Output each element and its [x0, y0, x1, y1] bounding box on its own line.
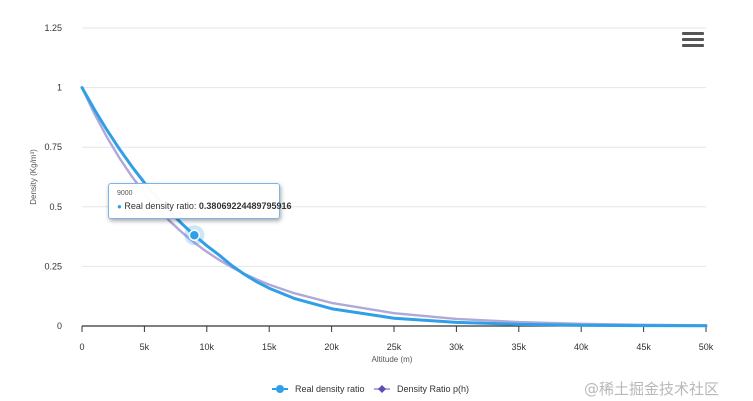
watermark: @稀土掘金技术社区	[584, 380, 720, 398]
x-tick-labels: 0 5k 10k 15k 20k 25k 30k 35k 40k 45k 50k	[79, 326, 714, 352]
y-tick-label: 0.75	[44, 142, 62, 152]
legend-label: Real density ratio	[295, 384, 365, 394]
series-line-real-density-ratio	[80, 86, 708, 328]
y-axis-title: Density (Kg/m³)	[29, 149, 38, 205]
x-axis-title: Altitude (m)	[372, 355, 413, 364]
hamburger-menu-icon[interactable]	[682, 32, 704, 50]
tooltip-value: 0.38069224489795916	[198, 201, 292, 211]
y-tick-labels: 0 0.25 0.5 0.75 1 1.25	[44, 23, 62, 331]
x-tick-label: 50k	[699, 342, 714, 352]
x-tick-label: 5k	[140, 342, 150, 352]
y-tick-label: 0.25	[44, 261, 62, 271]
x-tick-label: 35k	[512, 342, 527, 352]
tooltip: 9000 ● Real density ratio: 0.38069224489…	[108, 183, 292, 219]
x-tick-label: 20k	[324, 342, 339, 352]
series-line-density-ratio-ph	[80, 86, 708, 327]
y-tick-label: 1.25	[44, 23, 62, 33]
grid-lines	[82, 27, 706, 267]
hover-point	[184, 225, 205, 246]
series-lines	[80, 86, 708, 328]
legend-marker-diamond-icon	[378, 385, 386, 393]
y-tick-label: 0	[57, 321, 62, 331]
tooltip-series-dot-icon: ●	[117, 202, 122, 211]
x-tick-label: 15k	[262, 342, 277, 352]
tooltip-series-name: Real density ratio	[124, 201, 194, 211]
x-tick-label: 25k	[387, 342, 402, 352]
tooltip-row: ● Real density ratio: 0.3806922448979591…	[117, 201, 292, 211]
y-tick-label: 0.5	[49, 202, 62, 212]
legend-marker-circle-icon	[276, 385, 284, 393]
x-tick-label: 45k	[636, 342, 651, 352]
x-tick-label: 10k	[200, 342, 215, 352]
tooltip-x-value: 9000	[117, 190, 133, 197]
legend: Real density ratio Density Ratio p(h)	[272, 384, 469, 394]
x-tick-label: 30k	[449, 342, 464, 352]
x-tick-label: 0	[79, 342, 84, 352]
x-tick-label: 40k	[574, 342, 589, 352]
y-tick-label: 1	[57, 83, 62, 93]
legend-label: Density Ratio p(h)	[397, 384, 469, 394]
hover-marker	[188, 229, 201, 241]
